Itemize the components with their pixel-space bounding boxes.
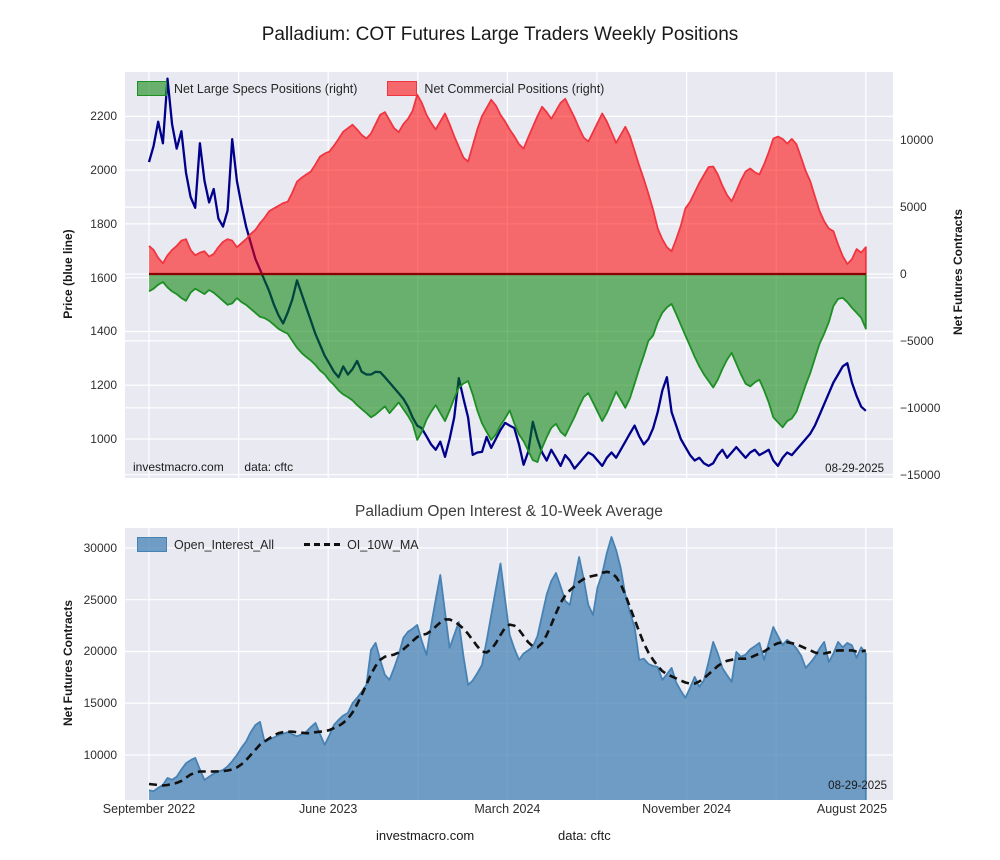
top-chart-canvas <box>125 72 893 478</box>
footer-source: investmacro.com <box>376 828 475 843</box>
top-right-axis-tick: 0 <box>900 266 907 281</box>
legend-label: Open_Interest_All <box>174 537 275 552</box>
bottom-left-axis-tick: 25000 <box>83 592 117 607</box>
report-date: 08-29-2025 <box>828 780 887 792</box>
top-right-axis-tick: −5000 <box>900 333 934 348</box>
data-source-text: data: cftc <box>244 460 294 474</box>
red-area-swatch-icon <box>387 81 418 96</box>
x-axis-tick: November 2024 <box>642 802 732 816</box>
x-axis-tick: August 2025 <box>816 802 888 816</box>
top-right-axis-tick: −15000 <box>900 467 941 482</box>
legend-entry-net-commercial: Net Commercial Positions (right) <box>387 81 604 96</box>
footer-data-source: data: cftc <box>558 828 611 843</box>
bottom-chart-title: Palladium Open Interest & 10-Week Averag… <box>355 503 663 520</box>
x-axis-tick: March 2024 <box>474 802 541 816</box>
bottom-left-axis-tick: 10000 <box>83 747 117 762</box>
legend-label: Net Large Specs Positions (right) <box>174 81 358 96</box>
top-left-axis-tick: 1400 <box>90 324 117 339</box>
legend-label: OI_10W_MA <box>347 537 419 552</box>
top-left-axis-tick: 1800 <box>90 216 117 231</box>
x-axis-tick: June 2023 <box>298 802 358 816</box>
x-axis-tick: September 2022 <box>102 802 196 816</box>
bottom-left-axis-tick: 15000 <box>83 696 117 711</box>
source-annotation: investmacro.com data: cftc <box>133 460 293 474</box>
green-area-swatch-icon <box>137 81 167 96</box>
top-right-axis-tick: −10000 <box>900 400 941 415</box>
blue-area-swatch-icon <box>137 537 167 552</box>
bottom-left-axis-tick: 20000 <box>83 644 117 659</box>
top-left-axis-tick: 1200 <box>90 378 117 393</box>
legend-entry-oi-ma: OI_10W_MA <box>304 538 419 552</box>
legend-entry-open-interest: Open_Interest_All <box>137 537 274 552</box>
top-right-axis-tick: 5000 <box>900 200 927 215</box>
bottom-chart-canvas <box>125 528 893 800</box>
page-title: Palladium: COT Futures Large Traders Wee… <box>261 24 739 45</box>
top-left-axis-tick: 2000 <box>90 163 117 178</box>
top-right-axis-tick: 10000 <box>900 133 934 148</box>
source-text: investmacro.com <box>133 460 224 474</box>
legend-label: Net Commercial Positions (right) <box>424 81 605 96</box>
legend-entry-net-large-specs: Net Large Specs Positions (right) <box>137 81 357 96</box>
report-date: 08-29-2025 <box>825 463 884 475</box>
top-left-axis-tick: 1600 <box>90 270 117 285</box>
bottom-chart-plot: Open_Interest_All OI_10W_MA 08-29-2025 <box>125 528 893 800</box>
top-chart-plot: Net Large Specs Positions (right) Net Co… <box>125 72 893 478</box>
top-left-axis-tick: 1000 <box>90 432 117 446</box>
top-left-axis-tick: 2200 <box>90 109 117 124</box>
bottom-left-axis-tick: 30000 <box>83 540 117 555</box>
dashed-line-swatch-icon <box>304 543 341 546</box>
bottom-chart-legend: Open_Interest_All OI_10W_MA <box>137 537 419 552</box>
top-chart-legend: Net Large Specs Positions (right) Net Co… <box>137 81 604 96</box>
